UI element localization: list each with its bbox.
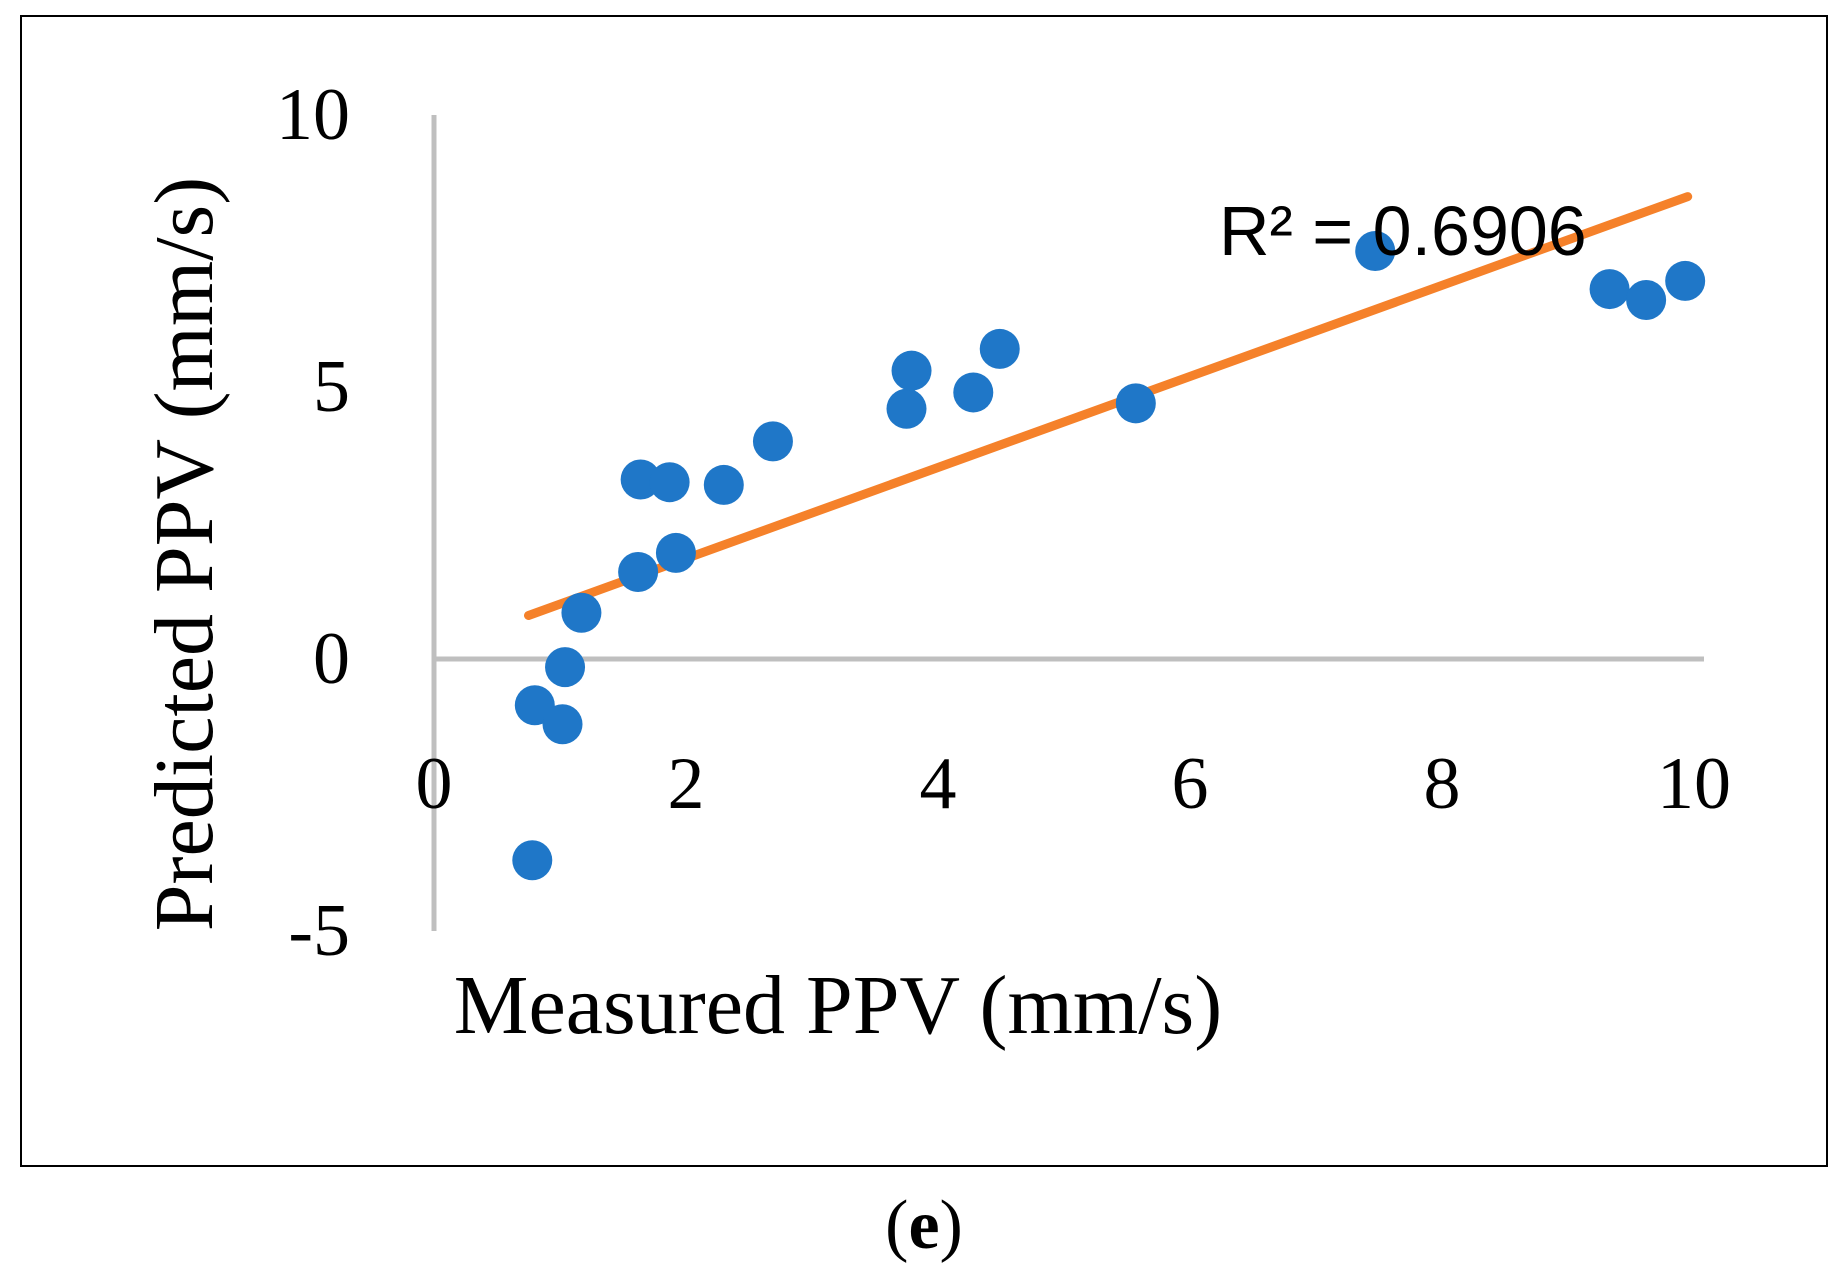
data-points — [512, 231, 1706, 881]
data-point — [512, 840, 553, 881]
x-tick-label: 4 — [920, 743, 957, 825]
data-point — [620, 459, 661, 500]
y-tick-label: 10 — [276, 74, 350, 156]
data-point — [618, 551, 659, 592]
y-tick-label: 0 — [313, 618, 350, 700]
y-tick-label: -5 — [288, 890, 350, 972]
data-point — [891, 350, 932, 391]
tick-labels: 0 2 4 6 8 10 -5 0 5 10 — [276, 74, 1731, 972]
x-tick-label: 8 — [1424, 743, 1461, 825]
data-point — [979, 328, 1020, 369]
caption-letter: e — [908, 1187, 939, 1264]
r-squared-label: R² = 0.6906 — [1219, 192, 1587, 270]
data-point — [545, 647, 586, 688]
data-point — [542, 704, 583, 745]
data-point — [886, 388, 927, 429]
caption-close: ) — [940, 1187, 963, 1264]
axes — [431, 115, 1704, 931]
data-point — [752, 421, 793, 462]
chart-frame — [20, 15, 1828, 1167]
data-point — [953, 372, 994, 413]
data-point — [649, 462, 690, 503]
data-point — [703, 464, 744, 505]
x-tick-label: 0 — [416, 743, 453, 825]
caption-open: ( — [885, 1187, 908, 1264]
x-tick-label: 2 — [668, 743, 705, 825]
trendline — [524, 192, 1693, 620]
x-tick-label: 10 — [1657, 743, 1731, 825]
x-axis-title: Measured PPV (mm/s) — [454, 959, 1222, 1052]
data-point — [1115, 383, 1156, 424]
data-point — [1589, 269, 1630, 310]
trendline-group — [524, 192, 1693, 620]
data-point — [1355, 231, 1396, 271]
figure-caption: (e) — [885, 1187, 963, 1264]
data-point — [1665, 260, 1706, 301]
data-point — [561, 592, 602, 633]
data-point — [1626, 279, 1667, 320]
x-tick-label: 6 — [1172, 743, 1209, 825]
y-axis-title: Predicted PPV (mm/s) — [138, 177, 231, 931]
y-tick-label: 5 — [313, 346, 350, 428]
data-point — [655, 532, 696, 573]
